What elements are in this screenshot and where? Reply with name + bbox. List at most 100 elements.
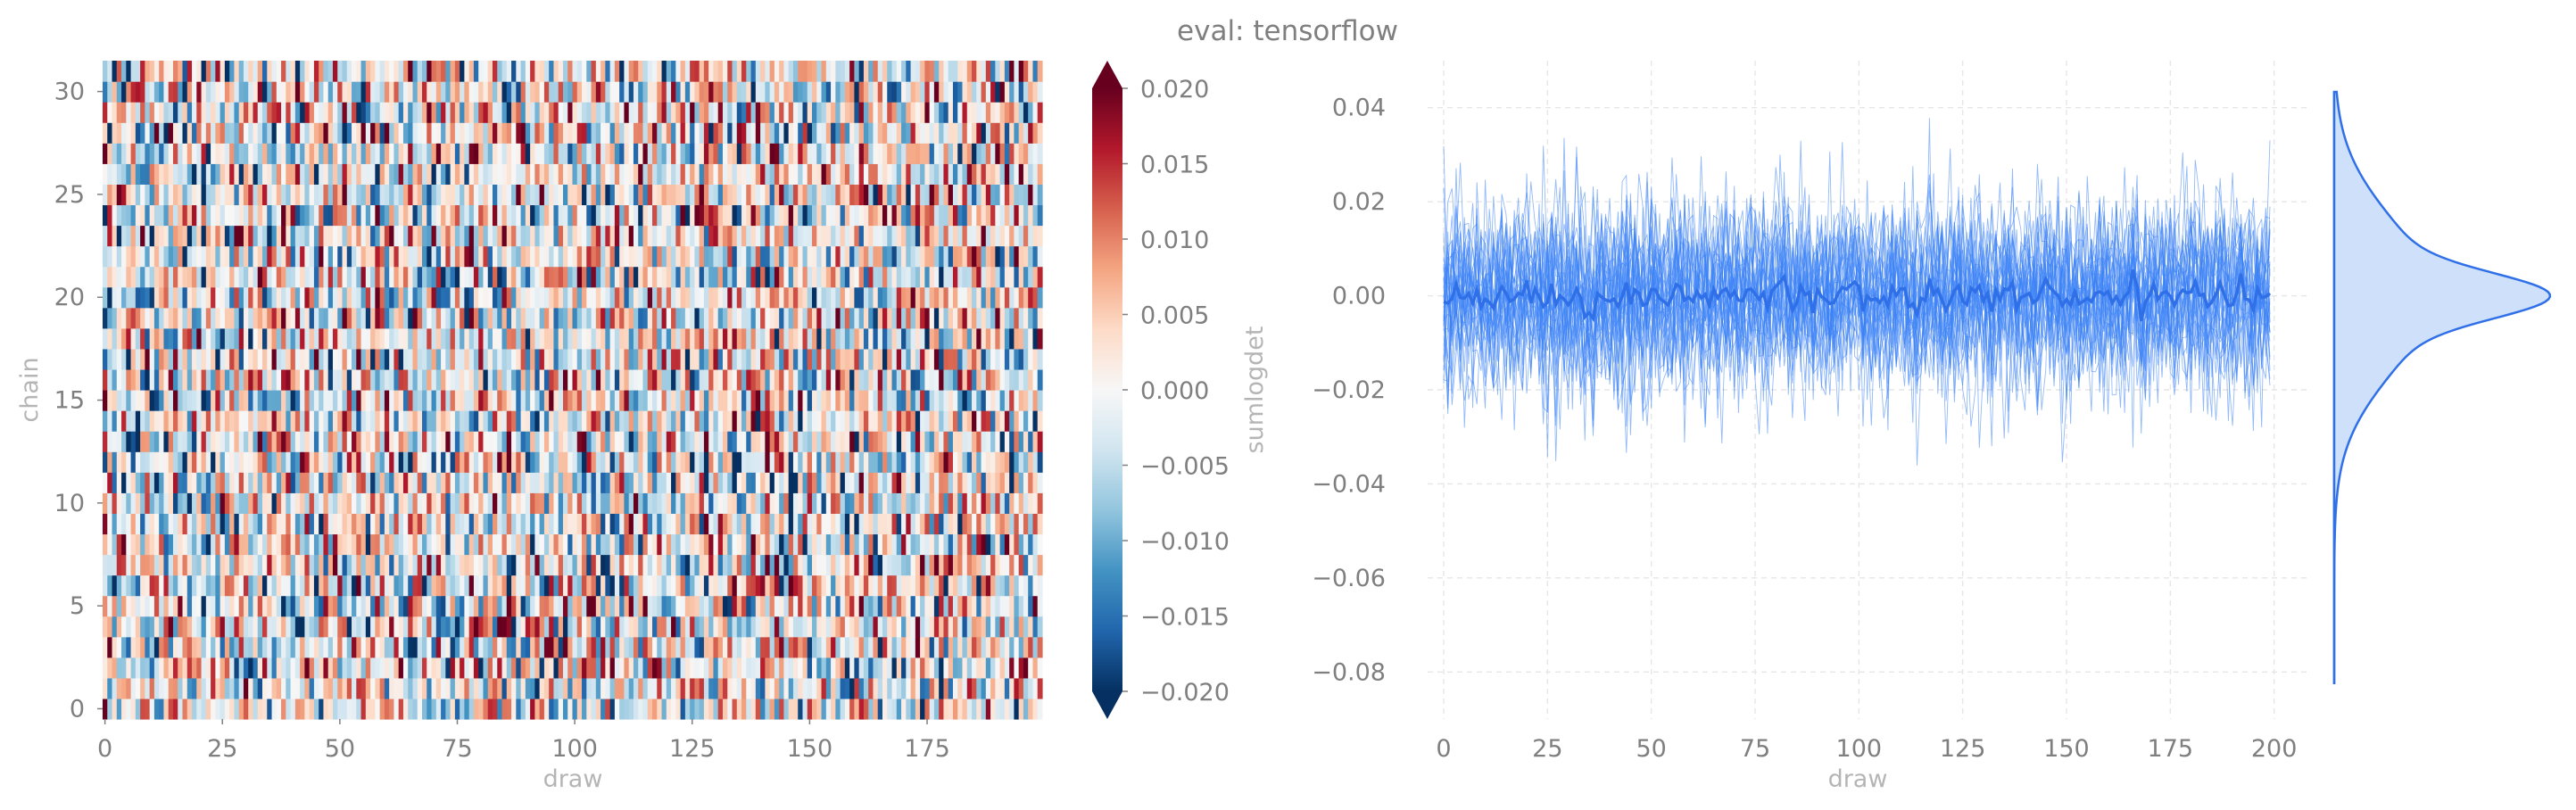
heatmap-cell bbox=[445, 431, 451, 452]
heatmap-cell bbox=[1014, 327, 1020, 350]
heatmap-cell bbox=[877, 204, 883, 227]
heatmap-cell bbox=[1004, 451, 1010, 473]
heatmap-cell bbox=[130, 554, 137, 576]
heatmap-cell bbox=[379, 410, 385, 432]
heatmap-cell bbox=[103, 368, 108, 391]
heatmap-cell bbox=[192, 390, 197, 411]
heatmap-cell bbox=[431, 368, 437, 391]
heatmap-cell bbox=[267, 472, 273, 493]
heatmap-cell bbox=[408, 245, 414, 268]
heatmap-cell bbox=[920, 348, 925, 370]
heatmap-cell bbox=[868, 595, 874, 617]
heatmap-cell bbox=[788, 390, 794, 411]
heatmap-cell bbox=[543, 533, 550, 556]
heatmap-cell bbox=[149, 245, 155, 268]
heatmap-cell bbox=[633, 348, 639, 370]
heatmap-cell bbox=[116, 698, 122, 720]
heatmap-cell bbox=[633, 595, 639, 617]
heatmap-cell bbox=[746, 636, 752, 658]
heatmap-cell bbox=[901, 410, 907, 432]
heatmap-cell bbox=[153, 410, 160, 432]
heatmap-cell bbox=[234, 657, 240, 679]
heatmap-cell bbox=[675, 368, 682, 391]
heatmap-cell bbox=[844, 307, 850, 329]
heatmap-cell bbox=[966, 533, 973, 556]
heatmap-cell bbox=[417, 245, 423, 268]
heatmap-cell bbox=[492, 266, 498, 288]
heatmap-cell bbox=[858, 636, 865, 658]
heatmap-cell bbox=[844, 390, 850, 411]
heatmap-cell bbox=[445, 307, 451, 329]
heatmap-cell bbox=[1023, 636, 1029, 658]
heatmap-cell bbox=[319, 327, 325, 350]
heatmap-cell bbox=[196, 533, 203, 556]
heatmap-cell bbox=[450, 574, 456, 597]
heatmap-cell bbox=[844, 327, 850, 350]
heatmap-cell bbox=[553, 368, 559, 391]
heatmap-cell bbox=[149, 698, 155, 720]
heatmap-cell bbox=[666, 472, 672, 493]
heatmap-cell bbox=[342, 204, 348, 227]
heatmap-cell bbox=[342, 595, 348, 617]
heatmap-cell bbox=[304, 636, 311, 658]
heatmap-cell bbox=[999, 513, 1006, 535]
heatmap-cell bbox=[924, 225, 931, 247]
heatmap-cell bbox=[487, 266, 493, 288]
heatmap-cell bbox=[360, 327, 367, 350]
heatmap-cell bbox=[943, 245, 949, 268]
heatmap-cell bbox=[624, 595, 630, 617]
heatmap-cell bbox=[882, 225, 888, 247]
heatmap-row bbox=[103, 348, 1043, 370]
heatmap-cell bbox=[107, 368, 113, 391]
heatmap-cell bbox=[755, 472, 761, 493]
heatmap-cell bbox=[657, 657, 663, 679]
heatmap-cell bbox=[192, 657, 197, 679]
heatmap-cell bbox=[882, 472, 888, 493]
heatmap-cell bbox=[999, 431, 1006, 452]
heatmap-cell bbox=[699, 286, 705, 309]
heatmap-cell bbox=[107, 554, 113, 576]
heatmap-cell bbox=[487, 451, 493, 473]
heatmap-cell bbox=[211, 698, 216, 720]
heatmap-cell bbox=[549, 657, 555, 679]
heatmap-cell bbox=[798, 513, 804, 535]
heatmap-cell bbox=[520, 472, 526, 493]
heatmap-cell bbox=[896, 390, 902, 411]
heatmap-cell bbox=[624, 348, 630, 370]
heatmap-cell bbox=[186, 225, 193, 247]
heatmap-cell bbox=[172, 677, 178, 699]
heatmap-cell bbox=[1009, 554, 1015, 576]
heatmap-cell bbox=[393, 451, 400, 473]
heatmap-cell bbox=[699, 657, 705, 679]
heatmap-cell bbox=[671, 368, 676, 391]
heatmap-cell bbox=[792, 657, 799, 679]
heatmap-cell bbox=[360, 595, 367, 617]
heatmap-cell bbox=[238, 410, 244, 432]
heatmap-cell bbox=[910, 348, 916, 370]
heatmap-cell bbox=[572, 451, 578, 473]
heatmap-cell bbox=[313, 431, 319, 452]
heatmap-cell bbox=[487, 677, 493, 699]
heatmap-cell bbox=[408, 327, 414, 350]
heatmap-cell bbox=[576, 698, 583, 720]
heatmap-cell bbox=[792, 390, 799, 411]
heatmap-cell bbox=[271, 204, 277, 227]
heatmap-cell bbox=[948, 431, 954, 452]
heatmap-cell bbox=[896, 492, 902, 514]
heatmap-cell bbox=[473, 657, 479, 679]
heatmap-cell bbox=[727, 472, 733, 493]
heatmap-cell bbox=[774, 368, 780, 391]
heatmap-cell bbox=[271, 616, 277, 638]
heatmap-cell bbox=[788, 286, 794, 309]
heatmap-cell bbox=[844, 698, 850, 720]
heatmap-cell bbox=[300, 595, 305, 617]
heatmap-cell bbox=[760, 698, 766, 720]
heatmap-cell bbox=[290, 431, 296, 452]
heatmap-cell bbox=[717, 390, 724, 411]
heatmap-cell bbox=[422, 451, 427, 473]
heatmap-cell bbox=[576, 410, 583, 432]
heatmap-cell bbox=[972, 513, 977, 535]
heatmap-cell bbox=[882, 595, 888, 617]
heatmap-cell bbox=[835, 636, 841, 658]
heatmap-cell bbox=[948, 616, 954, 638]
